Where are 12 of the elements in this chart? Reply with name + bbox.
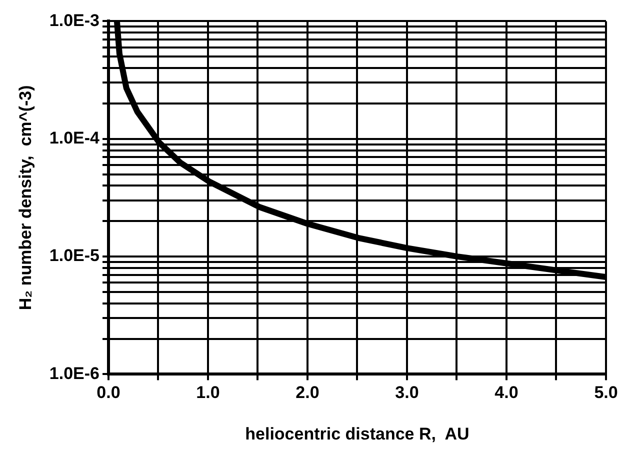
x-axis-title: heliocentric distance R, AU (245, 424, 470, 444)
x-tick-label: 1.0 (196, 383, 220, 402)
x-tick-label: 0.0 (96, 383, 120, 402)
y-tick-label: 1.0E-6 (49, 364, 100, 383)
y-tick-label: 1.0E-3 (49, 10, 100, 30)
y-tick-label: 1.0E-4 (49, 128, 100, 148)
y-axis-title: H₂ number density, cm^(-3) (16, 85, 35, 310)
x-tick-label: 5.0 (594, 383, 618, 402)
x-tick-label: 3.0 (395, 383, 419, 402)
x-tick-label: 2.0 (296, 383, 320, 402)
y-tick-label: 1.0E-5 (49, 246, 100, 266)
x-tick-label: 4.0 (494, 383, 518, 402)
